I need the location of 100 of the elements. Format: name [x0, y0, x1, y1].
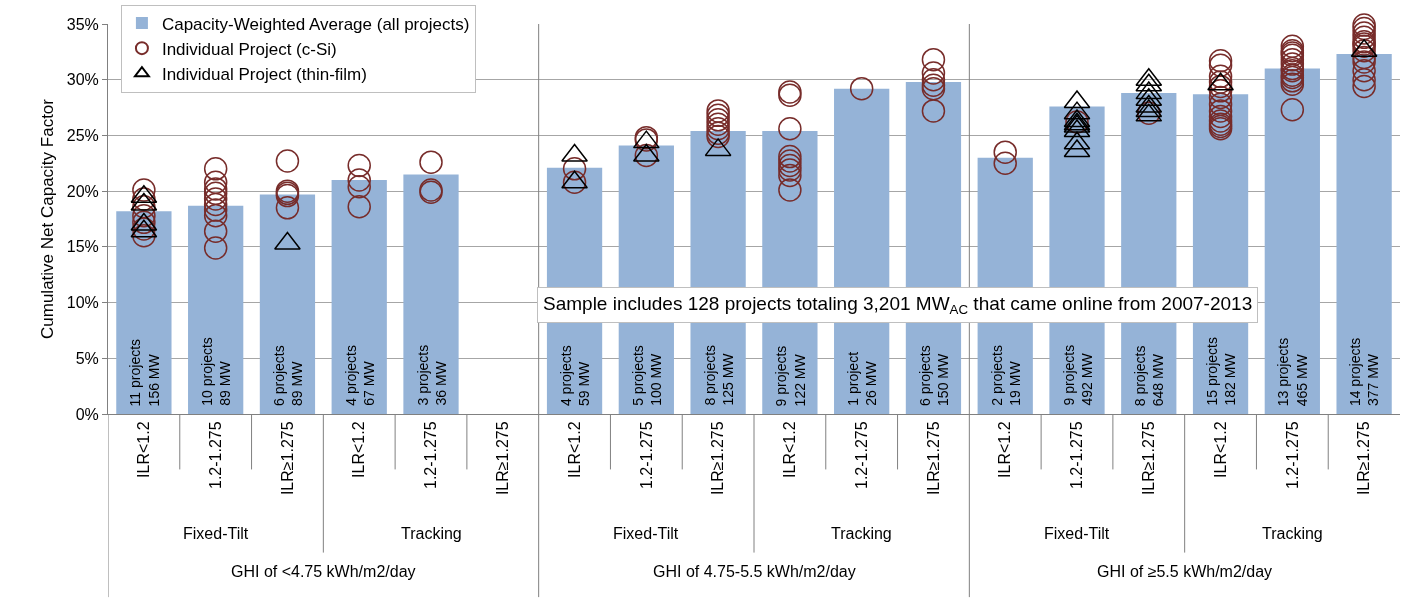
text: Tracking	[831, 525, 892, 542]
bar	[116, 211, 172, 414]
bar	[1336, 54, 1392, 414]
point	[1352, 45, 1376, 70]
text: Fixed-Tilt	[1044, 525, 1110, 542]
point	[275, 149, 300, 173]
point	[921, 67, 946, 92]
x-tick-label: ILR<1.2	[1211, 421, 1229, 478]
bar	[1264, 68, 1320, 414]
x-tick-label: 1.2-1.275	[422, 421, 440, 490]
text: GHI of <4.75 kWh/m2/day	[231, 563, 416, 580]
point	[921, 61, 946, 85]
point	[203, 177, 228, 201]
point	[562, 157, 587, 181]
annotation: 3 projects 36 MW	[414, 344, 449, 406]
annotation: 1 project 26 MW	[844, 351, 879, 406]
annotation: 11 projects 156 MW	[127, 338, 162, 407]
point	[706, 99, 730, 123]
point	[778, 178, 802, 202]
x-tick-label: ILR<1.2	[565, 421, 583, 478]
x-tick-label: ILR<1.2	[781, 421, 799, 478]
annotation: 8 projects 125 MW	[701, 344, 736, 406]
annotation: 4 projects 59 MW	[558, 345, 593, 407]
y-tick-label: 20%	[66, 182, 99, 200]
point	[203, 219, 228, 243]
annotation: 9 projects 122 MW	[773, 345, 808, 407]
point	[132, 178, 156, 202]
point	[778, 153, 802, 178]
annotation: 10 projects 89 MW	[198, 337, 233, 406]
point	[1208, 99, 1233, 123]
x-tick-label: ILR<1.2	[996, 421, 1014, 478]
y-tick-label: 15%	[66, 238, 99, 256]
y-tick-label: 35%	[66, 15, 99, 33]
point	[132, 203, 156, 228]
x-tick-label: ILR≥1.275	[709, 421, 727, 496]
annotation: 2 projects 19 MW	[988, 345, 1023, 406]
point	[347, 168, 371, 192]
point	[778, 149, 802, 173]
point	[778, 116, 802, 141]
point	[1208, 64, 1233, 89]
point	[921, 99, 946, 123]
annotation: 15 projects 182 MW	[1203, 337, 1238, 406]
point	[203, 181, 228, 206]
x-tick-label: 1.2-1.275	[637, 421, 655, 490]
point	[347, 153, 371, 178]
point	[1208, 104, 1233, 129]
y-tick-label: 30%	[66, 71, 99, 89]
point	[203, 170, 228, 194]
annotation: 4 projects 67 MW	[342, 345, 377, 406]
point	[132, 210, 156, 235]
legend-label: Capacity-Weighted Average (all projects)	[161, 14, 470, 34]
point	[1208, 74, 1233, 99]
annotation: 13 projects 465 MW	[1275, 337, 1310, 407]
y-tick-label: 5%	[75, 349, 99, 367]
point	[1352, 74, 1376, 99]
y-axis-title: Cumulative Net Capacity Factor	[38, 98, 58, 339]
point	[1352, 21, 1376, 45]
annotation: Sample includes 128 projects totaling 3,201 MW$_{AC}$ that came online from 2007-2013	[543, 293, 1253, 317]
point	[1352, 25, 1376, 50]
point	[1208, 92, 1233, 116]
x-tick-label: ILR≥1.275	[493, 421, 511, 496]
x-tick-label: ILR≥1.275	[278, 421, 296, 496]
annotation: 6 projects 150 MW	[916, 345, 952, 406]
point	[203, 157, 228, 181]
x-tick-label: ILR<1.2	[135, 421, 153, 478]
point	[203, 198, 228, 222]
point	[203, 203, 228, 228]
point	[203, 187, 228, 211]
point	[634, 143, 659, 168]
legend-label: Individual Project (thin-film)	[161, 64, 367, 84]
x-tick-label: 1.2-1.275	[1283, 421, 1301, 490]
annotation: 8 projects 648 MW	[1132, 345, 1167, 407]
x-tick-label: ILR<1.2	[350, 421, 368, 478]
bar	[188, 205, 244, 414]
text: Tracking	[401, 525, 462, 542]
point	[1208, 85, 1233, 110]
y-tick-label: 25%	[66, 127, 99, 145]
text: GHI of 4.75-5.5 kWh/m2/day	[653, 563, 856, 580]
text: Fixed-Tilt	[613, 525, 679, 542]
point	[275, 196, 300, 220]
x-tick-label: ILR≥1.275	[924, 421, 942, 496]
text: Tracking	[1262, 525, 1323, 542]
point	[132, 194, 156, 219]
point	[132, 223, 156, 248]
point	[849, 76, 874, 101]
point	[778, 158, 802, 182]
point	[132, 187, 156, 211]
point	[921, 47, 946, 72]
point	[706, 103, 730, 128]
point	[419, 150, 443, 174]
point	[347, 174, 371, 199]
text: GHI of ≥5.5 kWh/m2/day	[1097, 563, 1273, 580]
annotation: 6 projects 89 MW	[270, 345, 306, 406]
x-tick-label: 1.2-1.275	[1068, 421, 1086, 490]
bar	[403, 174, 459, 414]
x-tick-label: ILR≥1.275	[1139, 421, 1157, 496]
point	[993, 151, 1017, 176]
point	[1280, 98, 1305, 122]
point	[1352, 59, 1376, 83]
point	[778, 163, 802, 188]
